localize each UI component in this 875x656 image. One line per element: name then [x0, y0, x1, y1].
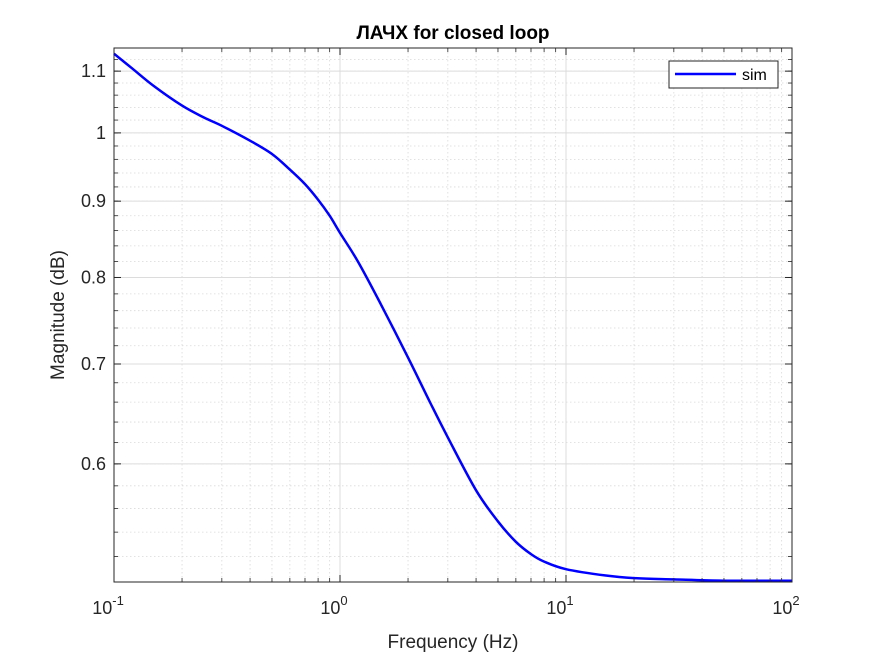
x-tick-labels: 10-1 100 101 102 — [92, 593, 799, 618]
y-tick-label: 0.6 — [81, 454, 106, 474]
x-tick-label: 100 — [320, 593, 347, 618]
series-layer — [113, 52, 793, 583]
plot-area — [114, 48, 792, 582]
x-tick-label: 101 — [546, 593, 573, 618]
x-tick-label: 102 — [772, 593, 799, 618]
plot-frame — [113, 47, 793, 583]
y-axis-label: Magnitude (dB) — [48, 250, 69, 380]
y-tick-label: 0.7 — [81, 354, 106, 374]
series-line-sim — [113, 52, 793, 583]
legend-label-sim: sim — [742, 67, 767, 84]
chart-title: ЛАЧХ for closed loop — [356, 23, 549, 44]
x-tick-label: 10-1 — [92, 593, 124, 618]
y-tick-label: 0.8 — [81, 267, 106, 287]
legend: sim — [668, 60, 779, 89]
tick-marks — [113, 48, 793, 582]
y-tick-labels: 0.6 0.7 0.8 0.9 1 1.1 — [81, 61, 106, 474]
y-tick-label: 0.9 — [81, 191, 106, 211]
y-tick-label: 1.1 — [81, 61, 106, 81]
x-axis-label: Frequency (Hz) — [388, 632, 519, 653]
y-tick-label: 1 — [96, 123, 106, 143]
major-grid — [113, 48, 793, 582]
